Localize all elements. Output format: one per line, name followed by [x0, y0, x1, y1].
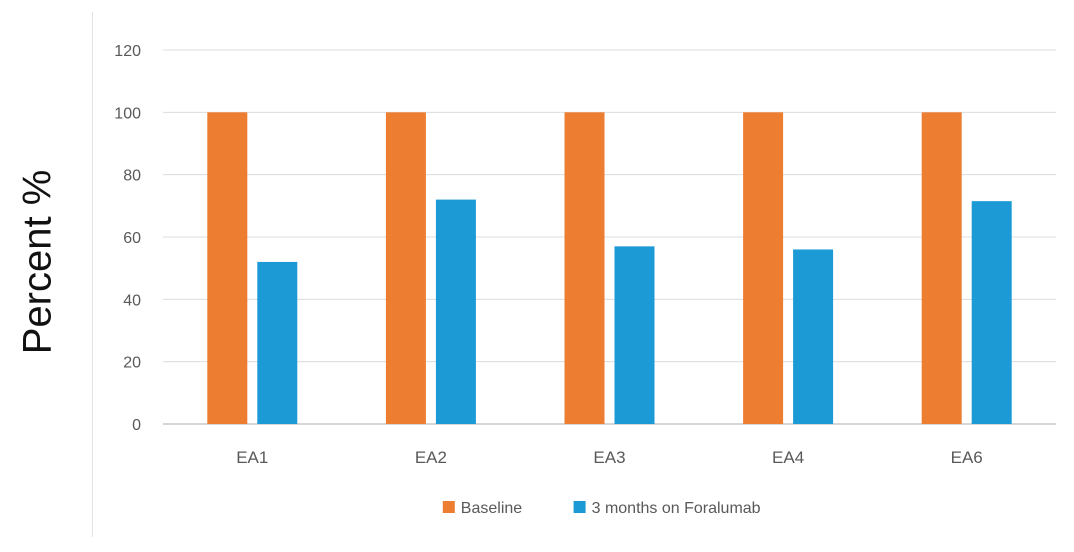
- bar-baseline-ea6: [921, 112, 962, 424]
- y-tick-label: 120: [114, 43, 141, 60]
- y-tick-label: 0: [132, 417, 141, 434]
- bar-3-months-on-foralumab-ea1: [257, 261, 298, 424]
- bar-baseline-ea1: [207, 112, 248, 424]
- y-tick-label: 20: [123, 355, 141, 372]
- legend-swatch: [573, 501, 586, 513]
- legend-label: Baseline: [461, 500, 522, 517]
- y-axis-title: Percent %: [15, 169, 60, 355]
- x-tick-label: EA3: [593, 448, 625, 467]
- bar-3-months-on-foralumab-ea4: [793, 249, 834, 424]
- bar-3-months-on-foralumab-ea2: [435, 199, 476, 424]
- x-tick-label: EA6: [951, 448, 983, 467]
- y-tick-label: 60: [123, 230, 141, 247]
- divider-line: [92, 12, 93, 537]
- legend-label: 3 months on Foralumab: [592, 500, 761, 517]
- bar-baseline-ea3: [564, 112, 605, 424]
- y-tick-label: 40: [123, 292, 141, 309]
- y-tick-label: 100: [114, 105, 141, 122]
- x-tick-label: EA4: [772, 448, 804, 467]
- bar-3-months-on-foralumab-ea6: [971, 201, 1012, 424]
- y-tick-label: 80: [123, 168, 141, 185]
- bar-baseline-ea4: [743, 112, 784, 424]
- x-tick-label: EA2: [415, 448, 447, 467]
- legend-swatch: [442, 501, 455, 513]
- bar-3-months-on-foralumab-ea3: [614, 246, 655, 424]
- bar-baseline-ea2: [385, 112, 426, 424]
- x-tick-label: EA1: [236, 448, 268, 467]
